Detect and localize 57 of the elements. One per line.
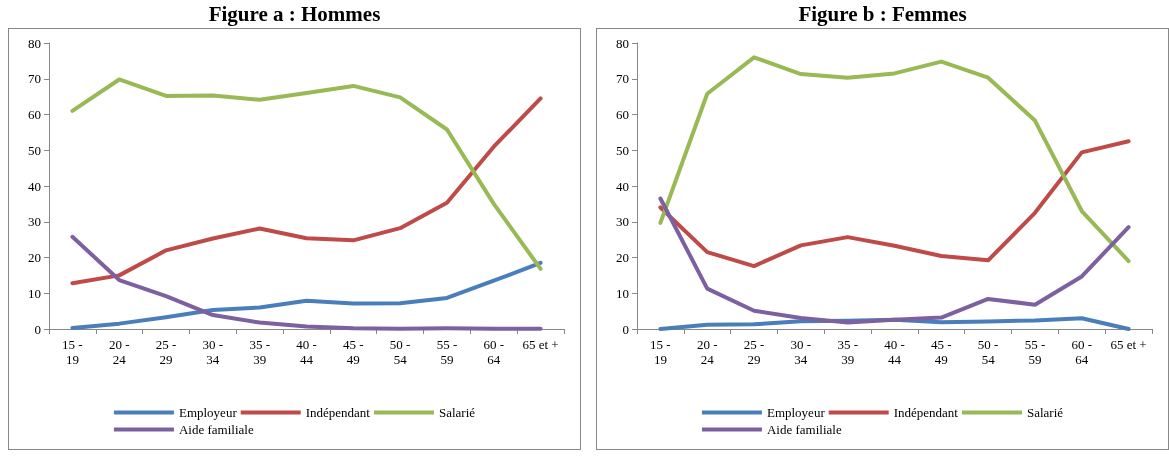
legend-label: Aide familiale (766, 422, 842, 437)
legend-label: Indépendant (893, 405, 959, 420)
y-tick-label: 10 (28, 285, 41, 301)
x-tick-label: 30 - 34 (202, 337, 224, 367)
y-tick-label: 0 (622, 321, 629, 337)
x-tick-label: 15 - 19 (62, 337, 83, 367)
x-tick-label: 50 - 54 (389, 337, 411, 367)
legend-label: Salarié (438, 405, 476, 420)
line-series (70, 96, 543, 286)
y-tick-label: 80 (28, 35, 41, 51)
y-tick-label: 0 (34, 321, 41, 337)
line-series (70, 260, 543, 330)
legend-label: Employeur (766, 405, 826, 420)
x-tick-label: 20 - 24 (696, 337, 718, 367)
x-tick-label: 45 - 49 (343, 337, 364, 367)
y-tick-label: 30 (616, 214, 629, 230)
x-tick-label: 60 - 64 (483, 337, 505, 367)
line-series (70, 234, 543, 331)
x-tick-label: 20 - 24 (108, 337, 130, 367)
x-tick-label: 40 - 44 (884, 337, 905, 367)
x-tick-label: 55 - 59 (436, 337, 458, 367)
legend-label: Aide familiale (178, 422, 254, 437)
x-tick-label: 45 - 49 (931, 337, 952, 367)
chart-title: Figure b : Femmes (797, 2, 968, 28)
legend-label: Salarié (1026, 405, 1064, 420)
x-tick-label: 25 - 29 (743, 337, 765, 367)
legend-label: Indépendant (305, 405, 371, 420)
y-tick-label: 30 (28, 214, 41, 230)
y-tick-label: 20 (28, 250, 41, 265)
x-tick-label: 60 - 64 (1071, 337, 1093, 367)
y-tick-label: 10 (616, 285, 629, 301)
x-tick-label: 65 et + (1110, 337, 1147, 352)
line-series (658, 139, 1131, 269)
y-tick-label: 60 (28, 107, 41, 122)
legend-label: Employeur (178, 405, 238, 420)
y-tick-label: 50 (28, 142, 41, 158)
chart-title: Figure a : Hommes (207, 2, 382, 28)
y-tick-label: 20 (616, 250, 629, 265)
x-tick-label: 65 et + (522, 337, 559, 352)
y-tick-label: 70 (28, 71, 41, 87)
y-tick-label: 50 (616, 142, 629, 158)
y-tick-label: 70 (616, 71, 629, 87)
line-series (658, 55, 1131, 264)
x-tick-label: 35 - 39 (837, 337, 858, 367)
x-tick-label: 15 - 19 (650, 337, 671, 367)
y-tick-label: 40 (616, 178, 629, 194)
x-tick-label: 55 - 59 (1024, 337, 1046, 367)
x-tick-label: 25 - 29 (155, 337, 177, 367)
line-series (70, 77, 543, 271)
line-series (658, 196, 1131, 325)
x-tick-label: 40 - 44 (296, 337, 317, 367)
y-tick-label: 80 (616, 35, 629, 51)
x-tick-label: 50 - 54 (977, 337, 999, 367)
x-tick-label: 35 - 39 (249, 337, 270, 367)
y-tick-label: 60 (616, 107, 629, 122)
x-tick-label: 30 - 34 (790, 337, 812, 367)
y-tick-label: 40 (28, 178, 41, 194)
